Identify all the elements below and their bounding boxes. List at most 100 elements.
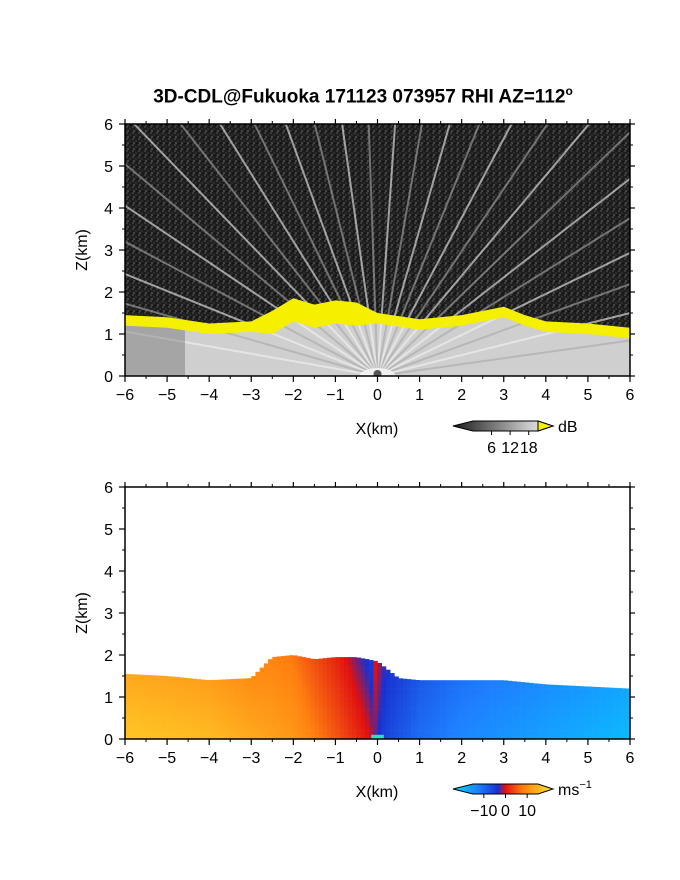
velocity-cell — [385, 718, 391, 723]
velocity-cell — [550, 692, 555, 698]
velocity-cell — [335, 701, 340, 706]
colorbar-tick-label: 18 — [520, 440, 538, 457]
velocity-cell — [554, 684, 559, 689]
velocity-cell — [436, 734, 441, 739]
velocity-cell — [587, 705, 593, 710]
velocity-cell — [322, 659, 328, 664]
velocity-cell — [284, 726, 290, 731]
velocity-cell — [529, 682, 534, 685]
x-tick-label: 1 — [415, 750, 424, 767]
velocity-cell — [322, 726, 328, 731]
velocity-cell — [150, 684, 155, 689]
velocity-cell — [310, 684, 315, 689]
velocity-cell — [596, 718, 601, 723]
velocity-cell — [226, 705, 231, 710]
velocity-cell — [461, 705, 467, 710]
velocity-cell — [537, 683, 542, 685]
velocity-cell — [204, 709, 210, 715]
velocity-cell — [247, 726, 252, 731]
velocity-cell — [394, 730, 399, 736]
velocity-cell — [440, 713, 446, 719]
velocity-cell — [230, 726, 235, 731]
velocity-cell — [419, 730, 425, 736]
velocity-cell — [129, 674, 134, 677]
velocity-cell — [486, 692, 492, 698]
velocity-cell — [314, 671, 319, 677]
velocity-cell — [608, 734, 614, 739]
velocity-cell — [331, 663, 336, 668]
velocity-cell — [571, 730, 576, 736]
velocity-cell — [596, 726, 601, 731]
velocity-cell — [251, 713, 256, 719]
velocity-cell — [272, 692, 277, 698]
velocity-cell — [558, 692, 563, 698]
velocity-cell — [289, 680, 294, 685]
velocity-cell — [125, 692, 130, 698]
velocity-cell — [331, 722, 336, 727]
velocity-cell — [482, 688, 488, 694]
velocity-cell — [339, 718, 345, 723]
velocity-cell — [385, 701, 391, 706]
velocity-cell — [234, 684, 239, 689]
velocity-cell — [575, 722, 580, 727]
velocity-cell — [579, 730, 585, 736]
velocity-cell — [373, 663, 378, 668]
velocity-cell — [150, 722, 155, 727]
velocity-cell — [167, 676, 172, 681]
velocity-cell — [461, 701, 467, 706]
velocity-cell — [230, 680, 235, 685]
velocity-cell — [587, 718, 593, 723]
radar-beam — [125, 240, 378, 376]
velocity-cell — [276, 697, 282, 702]
velocity-cell — [251, 709, 256, 715]
velocity-cell — [486, 722, 492, 727]
velocity-cell — [335, 726, 340, 731]
plot-area — [125, 124, 630, 376]
velocity-cell — [566, 726, 572, 731]
velocity-cell — [512, 692, 517, 698]
velocity-cell — [554, 726, 559, 731]
y-tick-label: 4 — [104, 201, 113, 218]
velocity-cell — [305, 680, 311, 685]
velocity-cell — [310, 722, 315, 727]
velocity-cell — [554, 722, 559, 727]
velocity-cell — [167, 722, 172, 727]
velocity-cell — [343, 663, 349, 668]
velocity-cell — [263, 680, 269, 685]
velocity-cell — [200, 705, 206, 710]
velocity-cell — [491, 726, 496, 731]
velocity-cell — [360, 722, 366, 727]
velocity-cell — [592, 713, 597, 719]
velocity-cell — [305, 671, 311, 677]
velocity-cell — [146, 705, 151, 710]
velocity-cell — [356, 718, 361, 723]
velocity-cell — [364, 684, 370, 689]
velocity-cell — [453, 688, 458, 694]
velocity-cell — [339, 676, 345, 681]
velocity-cell — [280, 684, 286, 689]
velocity-cell — [600, 688, 606, 694]
velocity-cell — [604, 688, 610, 694]
velocity-cell — [301, 692, 307, 698]
velocity-cell — [238, 730, 244, 736]
velocity-cell — [314, 722, 319, 727]
velocity-cell — [503, 726, 509, 731]
velocity-cell — [461, 680, 467, 685]
velocity-cell — [537, 688, 542, 694]
velocity-cell — [314, 667, 319, 673]
velocity-cell — [432, 734, 437, 739]
velocity-cell — [238, 684, 244, 689]
velocity-cell — [301, 718, 307, 723]
velocity-cell — [263, 692, 269, 698]
velocity-cell — [428, 697, 433, 702]
velocity-cell — [575, 709, 580, 715]
radar-beam — [125, 330, 378, 376]
velocity-cell — [301, 701, 307, 706]
velocity-cell — [491, 697, 496, 702]
velocity-cell — [293, 722, 298, 727]
velocity-cell — [158, 734, 164, 739]
velocity-cell — [322, 671, 328, 677]
velocity-cell — [390, 705, 395, 710]
velocity-cell — [188, 701, 193, 706]
velocity-cell — [596, 687, 601, 689]
